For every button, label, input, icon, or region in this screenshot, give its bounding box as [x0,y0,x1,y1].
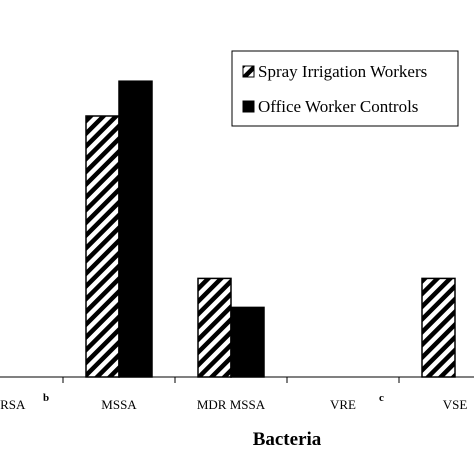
x-tick-footnote: c [379,392,384,404]
plot-area: MRSA b MSSA MDR MSSA VRE c VSE [0,80,474,412]
legend-swatch-office [242,100,255,113]
x-tick-label: MRSA [0,397,26,412]
x-tick-label: VRE [330,397,356,412]
legend-swatch-spray [242,65,255,78]
bar-office-mdr-mssa [230,306,265,378]
x-tick-label: MSSA [101,397,137,412]
x-axis-title: Bacteria [253,429,322,450]
bar-office-mssa [118,80,153,378]
x-tick-footnote: b [43,392,49,404]
x-tick-labels: MRSA b MSSA MDR MSSA VRE c VSE [0,392,467,412]
legend-label-office: Office Worker Controls [258,97,418,116]
x-axis-ticks [62,377,400,383]
x-tick-label: MDR MSSA [197,397,266,412]
bar-spray-mssa [85,115,120,378]
legend-label-spray: Spray Irrigation Workers [258,62,427,81]
legend-box [231,50,459,127]
legend: Spray Irrigation Workers Office Worker C… [231,50,459,127]
bar-spray-mdr-mssa [197,277,232,378]
x-tick-label: VSE [443,397,468,412]
bar-spray-vse [421,277,456,378]
bars [85,80,456,378]
